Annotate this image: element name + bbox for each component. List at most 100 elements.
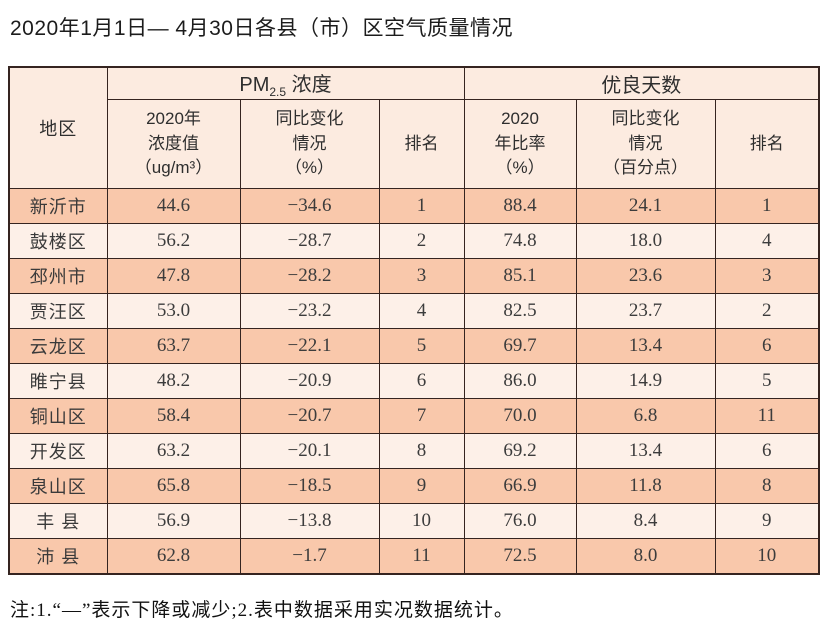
pm-rank-cell: 6 [378,363,465,399]
table-row: 云龙区 63.7 −22.1 5 69.7 13.4 6 [8,328,820,364]
region-cell: 泉山区 [8,468,108,504]
good-rank-cell: 3 [714,258,820,294]
header-region: 地区 [8,66,108,189]
good-rate-cell: 82.5 [463,293,577,329]
pm-change-cell: −13.8 [239,503,380,539]
good-rank-cell: 6 [714,433,820,469]
good-rate-cell: 86.0 [463,363,577,399]
good-change-cell: 14.9 [575,363,716,399]
region-cell: 开发区 [8,433,108,469]
header-pm-rank: 排名 [378,99,465,189]
good-rank-cell: 10 [714,538,820,574]
good-rate-cell: 85.1 [463,258,577,294]
header-pm-value: 2020年 浓度值 （ug/m³） [106,99,241,189]
region-cell: 云龙区 [8,328,108,364]
pm-rank-cell: 5 [378,328,465,364]
good-rate-cell: 76.0 [463,503,577,539]
good-rate-cell: 69.7 [463,328,577,364]
region-cell: 贾汪区 [8,293,108,329]
pm-value-cell: 53.0 [106,293,241,329]
pm-rank-cell: 4 [378,293,465,329]
good-rank-cell: 9 [714,503,820,539]
pm-rank-cell: 3 [378,258,465,294]
table-row: 新沂市 44.6 −34.6 1 88.4 24.1 1 [8,188,820,224]
good-rank-cell: 2 [714,293,820,329]
pm-change-cell: −20.9 [239,363,380,399]
table-row: 鼓楼区 56.2 −28.7 2 74.8 18.0 4 [8,223,820,259]
pm-value-cell: 56.2 [106,223,241,259]
good-change-cell: 24.1 [575,188,716,224]
pm-value-cell: 63.2 [106,433,241,469]
good-change-cell: 13.4 [575,433,716,469]
good-change-cell: 13.4 [575,328,716,364]
pm-rank-cell: 2 [378,223,465,259]
good-rank-cell: 4 [714,223,820,259]
good-change-cell: 6.8 [575,398,716,434]
air-quality-table: 地区 PM2.5 浓度 优良天数 2020年 浓度值 （ug/m³） 同比变化 … [8,66,821,575]
pm-value-cell: 56.9 [106,503,241,539]
pm-value-cell: 47.8 [106,258,241,294]
pm-rank-cell: 8 [378,433,465,469]
pm25-prefix: PM [239,74,270,96]
pm-value-cell: 44.6 [106,188,241,224]
pm-change-cell: −28.2 [239,258,380,294]
footnote: 注:1.“—”表示下降或减少;2.表中数据采用实况数据统计。 [10,599,514,620]
good-change-cell: 8.0 [575,538,716,574]
region-cell: 邳州市 [8,258,108,294]
region-cell: 鼓楼区 [8,223,108,259]
pm-value-cell: 48.2 [106,363,241,399]
table-row: 睢宁县 48.2 −20.9 6 86.0 14.9 5 [8,363,820,399]
header-good-change: 同比变化 情况 （百分点） [575,99,716,189]
header-good-rank: 排名 [714,99,820,189]
good-rank-cell: 1 [714,188,820,224]
pm-change-cell: −28.7 [239,223,380,259]
region-cell: 新沂市 [8,188,108,224]
pm-value-cell: 62.8 [106,538,241,574]
good-rate-cell: 88.4 [463,188,577,224]
header-group-good-days: 优良天数 [463,66,820,100]
good-rate-cell: 72.5 [463,538,577,574]
good-rate-cell: 66.9 [463,468,577,504]
table-row: 沛 县 62.8 −1.7 11 72.5 8.0 10 [8,538,820,574]
good-rank-cell: 5 [714,363,820,399]
region-cell: 沛 县 [8,538,108,574]
header-group-pm25: PM2.5 浓度 [106,66,465,100]
pm-value-cell: 58.4 [106,398,241,434]
good-change-cell: 23.6 [575,258,716,294]
table-body: 新沂市 44.6 −34.6 1 88.4 24.1 1 鼓楼区 56.2 −2… [8,188,820,574]
pm-change-cell: −22.1 [239,328,380,364]
header-good-rate: 2020 年比率 （%） [463,99,577,189]
pm-change-cell: −20.1 [239,433,380,469]
pm-rank-cell: 10 [378,503,465,539]
good-rank-cell: 6 [714,328,820,364]
good-change-cell: 18.0 [575,223,716,259]
pm25-suffix: 浓度 [286,74,332,96]
good-rank-cell: 8 [714,468,820,504]
pm-value-cell: 63.7 [106,328,241,364]
region-cell: 丰 县 [8,503,108,539]
pm-change-cell: −18.5 [239,468,380,504]
pm-change-cell: −20.7 [239,398,380,434]
region-cell: 铜山区 [8,398,108,434]
table-row: 开发区 63.2 −20.1 8 69.2 13.4 6 [8,433,820,469]
good-change-cell: 23.7 [575,293,716,329]
pm25-subscript: 2.5 [269,85,287,99]
good-rate-cell: 74.8 [463,223,577,259]
good-change-cell: 11.8 [575,468,716,504]
table-row: 铜山区 58.4 −20.7 7 70.0 6.8 11 [8,398,820,434]
table-row: 丰 县 56.9 −13.8 10 76.0 8.4 9 [8,503,820,539]
pm-change-cell: −34.6 [239,188,380,224]
pm-change-cell: −1.7 [239,538,380,574]
table-header: 地区 PM2.5 浓度 优良天数 2020年 浓度值 （ug/m³） 同比变化 … [8,66,820,189]
good-rate-cell: 69.2 [463,433,577,469]
group-header-row: 地区 PM2.5 浓度 优良天数 [8,66,820,189]
header-pm-change: 同比变化 情况 （%） [239,99,380,189]
sub-header-row: 2020年 浓度值 （ug/m³） 同比变化 情况 （%） 排名 2020 年比… [9,99,820,189]
pm-rank-cell: 9 [378,468,465,504]
good-rate-cell: 70.0 [463,398,577,434]
page-title: 2020年1月1日— 4月30日各县（市）区空气质量情况 [10,17,513,40]
good-rank-cell: 11 [714,398,820,434]
table-row: 贾汪区 53.0 −23.2 4 82.5 23.7 2 [8,293,820,329]
region-cell: 睢宁县 [8,363,108,399]
pm-rank-cell: 7 [378,398,465,434]
